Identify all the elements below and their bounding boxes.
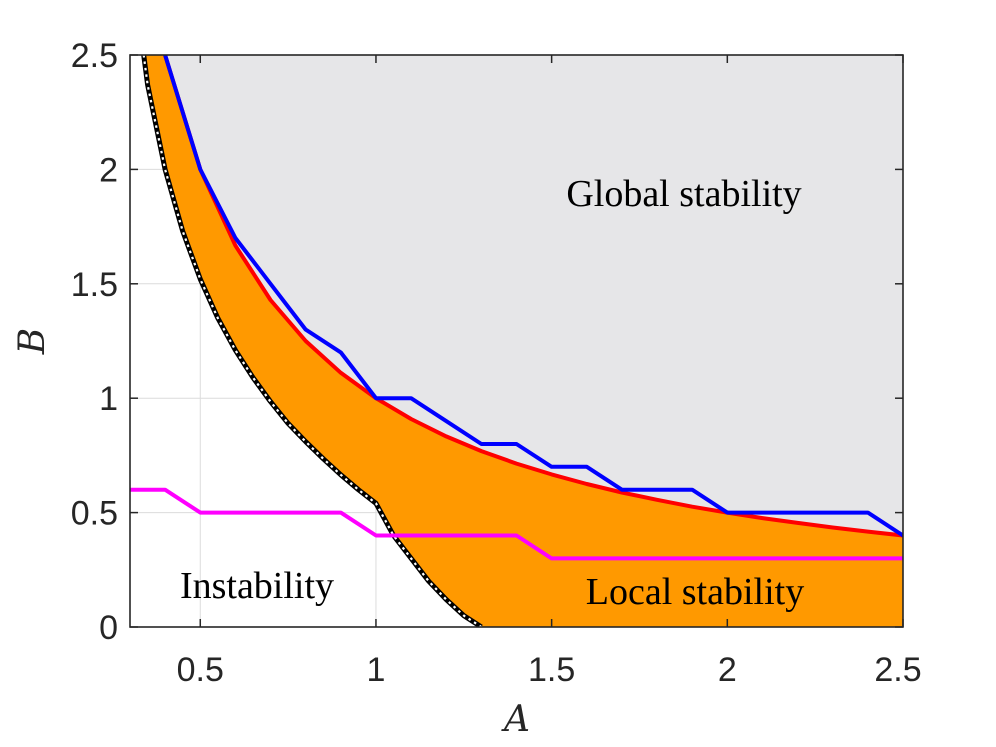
x-tick-label: 1 <box>366 651 385 689</box>
series-layer <box>130 55 903 627</box>
local-stability-boundary-line <box>130 487 903 561</box>
local-stability-region <box>143 55 903 627</box>
local-stability-label: Local stability <box>586 571 804 613</box>
global-stability-label: Global stability <box>566 173 801 215</box>
y-tick-label: 1 <box>99 380 118 418</box>
instability-label: Instability <box>180 565 334 607</box>
y-tick-label: 0 <box>99 609 118 647</box>
x-tick-label: 0.5 <box>177 651 224 689</box>
x-tick-labels: 0.5 1 1.5 2 2.5 <box>177 651 922 689</box>
y-tick-label: 1.5 <box>71 266 118 304</box>
global-stability-region <box>165 55 903 536</box>
numerical-global-boundary-line <box>163 55 903 538</box>
y-tick-label: 2.5 <box>71 37 118 75</box>
y-tick-labels: 0 0.5 1 1.5 2 2.5 <box>71 37 118 647</box>
y-tick-label: 0.5 <box>71 495 118 533</box>
x-tick-label: 2 <box>718 651 737 689</box>
instability-boundary-dots <box>142 55 482 627</box>
x-tick-label: 1.5 <box>528 651 575 689</box>
x-tick-label: 2.5 <box>874 651 921 689</box>
y-tick-label: 2 <box>99 151 118 189</box>
analytical-global-boundary-line <box>163 55 903 538</box>
tick-marks <box>130 54 904 628</box>
plot-frame <box>129 54 904 628</box>
y-axis-label: B <box>12 328 53 355</box>
x-axis-label: A <box>501 699 530 740</box>
